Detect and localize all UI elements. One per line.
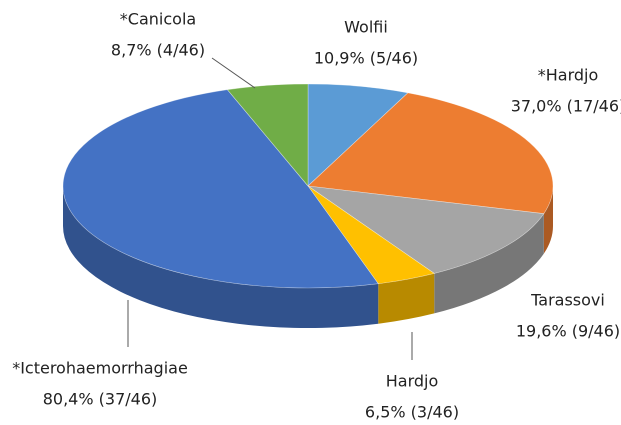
slice <box>62 89 379 289</box>
slice-value-label: 19,6% (9/46) <box>516 322 620 341</box>
slice <box>307 92 554 214</box>
slice-label: *Hardjo <box>538 66 599 85</box>
slice-label: *Icterohaemorrhagiae <box>12 359 188 378</box>
slice-side <box>378 273 435 324</box>
slice-label: Tarassovi <box>530 291 605 310</box>
slice-value-label: 80,4% (37/46) <box>43 390 158 409</box>
leader-line <box>211 57 256 89</box>
slice <box>226 83 309 187</box>
slice <box>307 185 545 274</box>
slice-value-label: 6,5% (3/46) <box>365 403 459 422</box>
slice-side <box>434 213 544 314</box>
slice-value-label: 10,9% (5/46) <box>314 49 418 68</box>
slice-side <box>543 186 553 254</box>
slice-value-label: 8,7% (4/46) <box>111 41 205 60</box>
slice-label: Hardjo <box>386 372 439 391</box>
slice-label: *Canicola <box>120 10 196 29</box>
slice-label: Wolfii <box>344 18 388 37</box>
slice-side <box>63 186 379 328</box>
slice-value-label: 37,0% (17/46) <box>511 97 621 116</box>
